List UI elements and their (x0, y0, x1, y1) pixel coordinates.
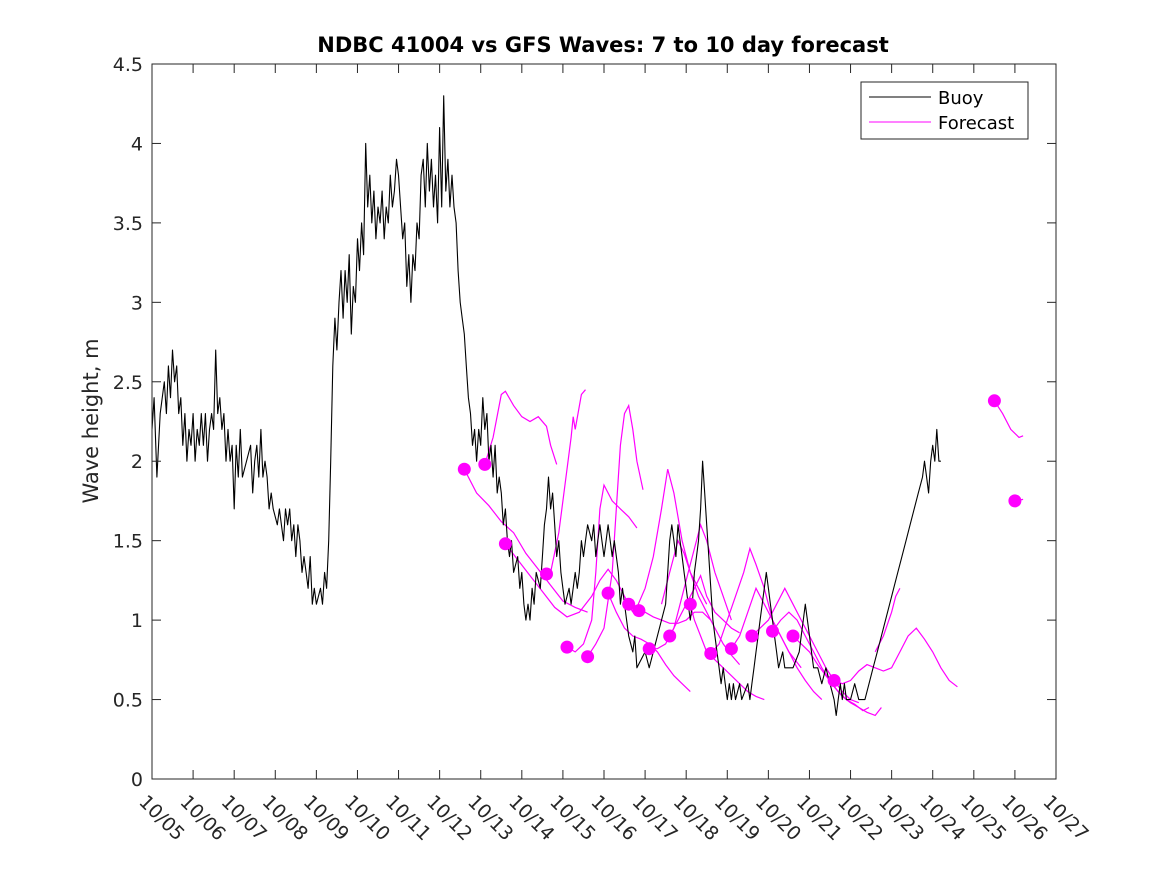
forecast-line-3 (504, 543, 634, 618)
forecast-marker-8 (622, 597, 636, 611)
forecast-marker-20 (1008, 494, 1022, 508)
forecast-marker-2 (478, 457, 492, 471)
forecast-line-18 (833, 627, 958, 688)
y-axis-label: Wave height, m (79, 338, 103, 503)
legend: Buoy Forecast (860, 81, 1029, 140)
forecast-line-11 (669, 573, 740, 637)
forecast-line-10 (649, 522, 732, 650)
forecast-marker-9 (632, 604, 646, 618)
forecast-line-21 (874, 588, 901, 653)
y-tick-label: 0.5 (113, 690, 143, 712)
y-tick-label: 3.5 (113, 213, 143, 235)
forecast-marker-16 (766, 624, 779, 638)
forecast-line-8 (628, 469, 708, 609)
y-tick-label: 1 (131, 610, 143, 632)
y-tick-label: 2 (131, 451, 143, 473)
forecast-marker-14 (724, 642, 738, 656)
forecast-marker-4 (540, 567, 553, 581)
forecast-line-4 (546, 389, 586, 575)
y-tick-label: 4.5 (113, 54, 143, 76)
forecast-marker-11 (663, 629, 677, 643)
forecast-line-19 (993, 400, 1024, 439)
y-tick-label: 2.5 (113, 372, 143, 394)
forecast-marker-12 (683, 597, 697, 611)
forecast-line-9 (638, 610, 712, 624)
forecast-marker-5 (560, 640, 574, 654)
legend-forecast-label: Forecast (938, 113, 1014, 134)
plot-area (152, 95, 1024, 717)
forecast-marker-15 (745, 629, 759, 643)
forecast-marker-10 (642, 642, 656, 656)
y-tick-label: 4 (131, 133, 143, 155)
forecast-line-2 (484, 390, 558, 465)
forecast-marker-7 (601, 586, 615, 600)
legend-box (860, 81, 1029, 140)
forecast-line-16 (772, 611, 870, 712)
forecast-line-17 (792, 635, 882, 717)
forecast-line-6 (587, 403, 644, 658)
forecast-marker-17 (786, 629, 800, 643)
forecast-line-1 (463, 468, 588, 613)
y-tick-label: 1.5 (113, 531, 143, 553)
forecast-marker-6 (581, 650, 595, 664)
chart-title: NDBC 41004 vs GFS Waves: 7 to 10 day for… (317, 33, 888, 57)
buoy-line (152, 95, 941, 716)
y-tick-label: 3 (131, 292, 143, 314)
plot-clip-group (152, 95, 1024, 717)
legend-buoy-label: Buoy (938, 88, 984, 109)
forecast-marker-1 (457, 462, 471, 476)
forecast-line-5 (566, 483, 638, 653)
forecast-marker-13 (704, 647, 718, 660)
forecast-marker-19 (987, 394, 1001, 408)
y-tick-label: 0 (131, 769, 143, 791)
forecast-marker-3 (498, 537, 512, 551)
forecast-marker-18 (827, 674, 841, 687)
